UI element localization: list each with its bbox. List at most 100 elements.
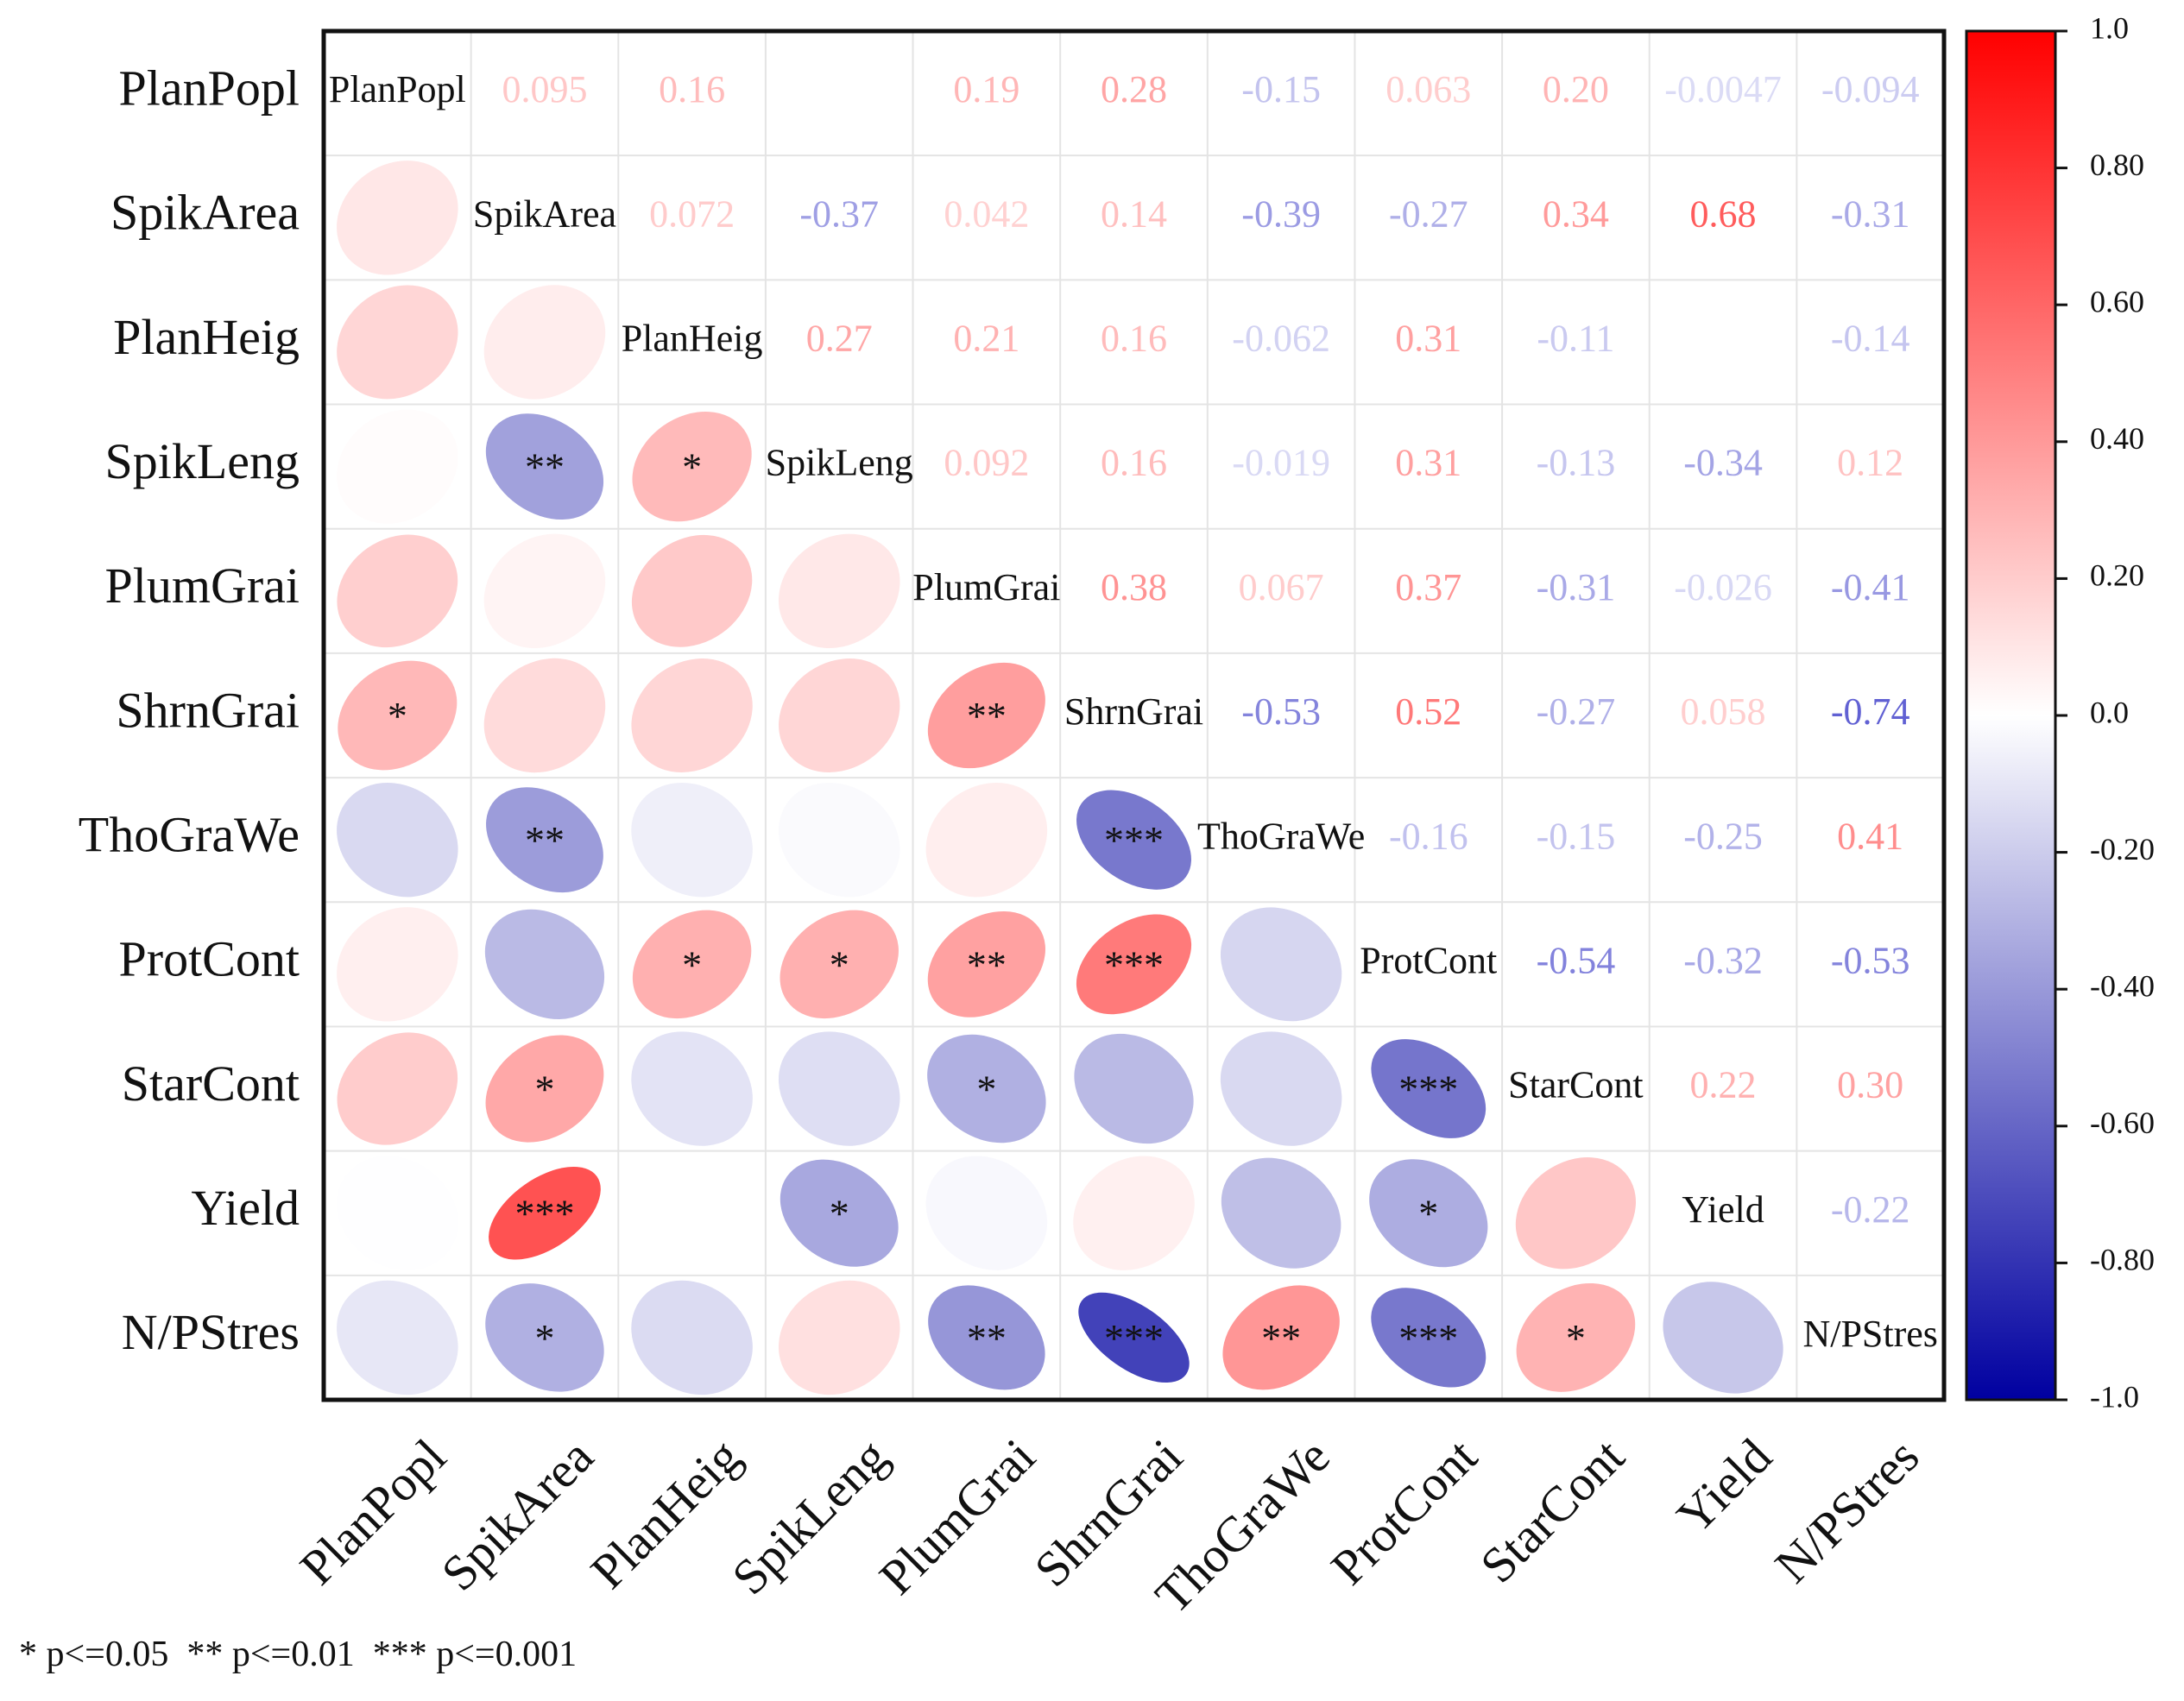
- correlation-ellipse: [778, 1280, 900, 1395]
- significance-marker: **: [967, 694, 1007, 738]
- significance-footnote: * p<=0.05 ** p<=0.01 *** p<=0.001: [19, 1635, 577, 1674]
- x-tick-label: Yield: [1666, 1428, 1783, 1545]
- correlation-ellipse: [337, 907, 458, 1022]
- significance-marker: **: [525, 445, 565, 489]
- colorbar-gradient: [1965, 29, 2057, 1402]
- significance-marker: ***: [1104, 818, 1164, 862]
- colorbar-tick-label: 0.40: [2090, 421, 2144, 456]
- significance-marker: ***: [1104, 1316, 1164, 1360]
- colorbar-tick-label: -0.40: [2090, 968, 2155, 1003]
- diagonal-label: PlanHeig: [622, 318, 763, 360]
- significance-marker: *: [682, 445, 702, 489]
- correlation-ellipse: [631, 1280, 753, 1395]
- correlation-ellipse: [631, 1156, 753, 1270]
- x-tick-label: PlanPopl: [289, 1428, 457, 1596]
- correlation-ellipse: [337, 783, 458, 898]
- y-tick-label: PlanPopl: [119, 60, 300, 116]
- correlation-value-label: 0.20: [1543, 68, 1609, 110]
- x-tick-label: PlumGrai: [868, 1428, 1045, 1605]
- significance-marker: **: [525, 818, 565, 862]
- correlation-value-label: 0.067: [1239, 566, 1324, 608]
- correlation-ellipse: [1078, 1292, 1190, 1383]
- correlation-ellipse: [927, 910, 1045, 1017]
- correlation-ellipse: [778, 782, 900, 898]
- x-tick-label: SpikArea: [431, 1428, 604, 1602]
- colorbar: 1.0 0.80 0.60 0.40 0.20 0.0 -0.20 -0.40 -0.60 -0.…: [1965, 10, 2155, 1414]
- correlation-value-label: 0.21: [953, 318, 1019, 360]
- correlation-value-label: -0.15: [1241, 68, 1321, 110]
- correlation-value-label: -0.13: [1537, 442, 1616, 484]
- correlation-ellipse: [780, 1159, 899, 1267]
- correlation-value-label: -0.37: [799, 192, 879, 235]
- correlation-ellipse: [1515, 1157, 1636, 1269]
- correlation-ellipse: [1222, 1285, 1340, 1390]
- y-tick-label: SpikArea: [110, 185, 300, 241]
- correlation-ellipse: [337, 534, 458, 648]
- correlation-ellipse: [485, 1283, 604, 1392]
- correlation-ellipse: [778, 1031, 900, 1146]
- colorbar-tick-label: -0.60: [2090, 1106, 2155, 1140]
- x-tick-label: SpikLeng: [721, 1428, 898, 1605]
- correlation-value-label: -0.16: [1389, 815, 1468, 857]
- correlation-ellipse: [337, 285, 458, 400]
- correlation-value-label: -0.53: [1241, 690, 1321, 733]
- colorbar-tick-label: 0.20: [2090, 558, 2144, 593]
- y-tick-label: Yield: [191, 1180, 300, 1236]
- correlation-value-label: 0.16: [1101, 318, 1167, 360]
- y-tick-label: N/PStres: [122, 1304, 300, 1360]
- correlation-value-label: -0.31: [1831, 192, 1910, 235]
- diagonal-label: PlumGrai: [912, 566, 1060, 608]
- significance-marker: **: [967, 1316, 1007, 1360]
- correlation-value-label: -0.062: [1232, 318, 1330, 360]
- correlation-ellipse: [489, 1166, 601, 1260]
- correlation-value-label: -0.34: [1683, 442, 1763, 484]
- x-tick-label: StarCont: [1469, 1428, 1635, 1594]
- correlation-value-label: 0.072: [649, 192, 735, 235]
- correlation-value-label: -0.25: [1683, 815, 1763, 857]
- x-tick-label: PlanHeig: [580, 1428, 752, 1600]
- correlation-ellipse: [631, 658, 753, 772]
- correlation-ellipse: [928, 1285, 1045, 1390]
- correlation-value-label: -0.15: [1537, 815, 1616, 857]
- correlation-ellipse: [1371, 1039, 1487, 1138]
- diagonal-label: StarCont: [1508, 1064, 1643, 1106]
- grid-lines: [324, 31, 1944, 1400]
- correlation-value-label: -0.39: [1241, 192, 1321, 235]
- correlation-value-label: 0.68: [1690, 192, 1757, 235]
- correlation-value-label: -0.026: [1674, 566, 1772, 608]
- colorbar-tick-label: -0.20: [2090, 832, 2155, 866]
- correlation-value-label: 0.41: [1837, 815, 1903, 857]
- significance-marker: ***: [514, 1192, 574, 1236]
- correlation-value-label: 0.042: [944, 192, 1029, 235]
- correlation-value-label: -0.31: [1537, 566, 1616, 608]
- y-tick-label: ThoGraWe: [79, 806, 300, 862]
- correlation-ellipse: [337, 161, 458, 275]
- correlation-value-label: -0.54: [1537, 939, 1616, 981]
- diagonal-label: SpikLeng: [766, 442, 913, 484]
- correlation-ellipse: [925, 1156, 1048, 1270]
- correlation-value-label: 0.058: [1681, 690, 1766, 733]
- significance-marker: ***: [1398, 1316, 1458, 1360]
- correlation-value-label: -0.019: [1232, 442, 1330, 484]
- correlation-value-label: 0.12: [1837, 442, 1903, 484]
- correlation-ellipse: [337, 1280, 458, 1395]
- correlation-ellipse: [1074, 1033, 1194, 1144]
- correlation-ellipse: [1076, 914, 1192, 1015]
- correlation-ellipse: [338, 660, 458, 771]
- colorbar-tick-label: 0.0: [2090, 695, 2129, 729]
- ellipse-layer: [337, 161, 1783, 1395]
- correlation-ellipse: [631, 534, 753, 647]
- colorbar-tick-label: -1.0: [2090, 1379, 2139, 1414]
- correlation-value-label: -0.41: [1831, 566, 1910, 608]
- significance-marker: *: [976, 1068, 996, 1112]
- correlation-value-label: -0.27: [1537, 690, 1616, 733]
- correlation-value-label: -0.0047: [1664, 68, 1782, 110]
- correlation-ellipse: [927, 1034, 1046, 1143]
- correlation-value-label: -0.14: [1831, 318, 1910, 360]
- significance-marker: *: [1566, 1316, 1586, 1360]
- correlation-ellipse: [337, 1156, 458, 1270]
- correlation-ellipse: [632, 910, 752, 1019]
- y-tick-label: ShrnGrai: [116, 682, 300, 738]
- correlation-value-label: 0.34: [1543, 192, 1609, 235]
